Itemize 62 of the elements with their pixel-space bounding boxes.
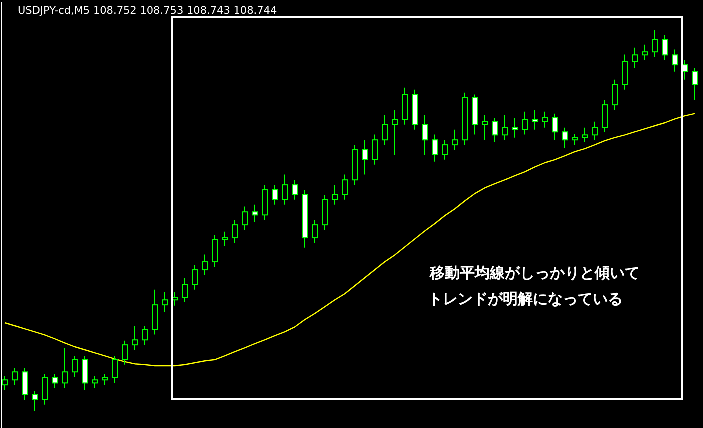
title: USDJPY-cd,M5 108.752 108.753 108.743 108.744 xyxy=(18,5,278,17)
candlestick xyxy=(432,134,438,162)
candlestick xyxy=(22,367,28,400)
candlestick xyxy=(652,30,658,58)
candlestick xyxy=(52,374,58,389)
candlestick xyxy=(592,121,598,141)
candlestick xyxy=(572,134,578,146)
candlestick xyxy=(342,174,348,200)
candlestick xyxy=(202,254,208,276)
candlestick xyxy=(382,114,388,146)
candlestick xyxy=(112,356,118,384)
candlestick xyxy=(562,127,568,149)
candlestick xyxy=(532,110,538,130)
candlestick xyxy=(192,264,198,290)
candlestick xyxy=(242,206,248,231)
candlestick xyxy=(552,113,558,141)
candlestick xyxy=(362,140,368,176)
candlestick xyxy=(102,374,108,386)
candlestick xyxy=(272,184,278,206)
candlestick xyxy=(2,375,8,391)
annotation: 移動平均線がしっかりと傾いて xyxy=(430,264,640,282)
candlestick xyxy=(642,44,648,61)
candlestick xyxy=(582,127,588,143)
candlestick xyxy=(82,356,88,391)
candlestick xyxy=(312,220,318,244)
candlestick xyxy=(482,114,488,141)
candlestick xyxy=(492,118,498,143)
candlestick xyxy=(212,234,218,268)
candlestick xyxy=(672,49,678,72)
candlestick xyxy=(162,292,168,312)
candlestick xyxy=(612,79,618,111)
candlestick xyxy=(542,111,548,128)
candlestick xyxy=(122,340,128,366)
candlestick xyxy=(142,326,148,346)
candlestick xyxy=(452,129,458,151)
candlestick xyxy=(512,118,518,138)
candlestick xyxy=(692,68,698,101)
candlestick xyxy=(282,174,288,206)
candlestick xyxy=(62,348,68,389)
candlestick xyxy=(292,180,298,200)
candlestick xyxy=(32,390,38,412)
candlestick xyxy=(522,111,528,136)
candlestick xyxy=(602,100,608,133)
candlestick xyxy=(422,114,428,156)
annotation: トレンドが明解になっている xyxy=(428,290,623,308)
candlestick xyxy=(632,47,638,69)
candlestick xyxy=(42,374,48,406)
candlestick xyxy=(232,220,238,244)
candlestick xyxy=(222,231,228,247)
candlestick xyxy=(442,140,448,160)
candlestick xyxy=(252,204,258,223)
candlestick xyxy=(622,54,628,90)
candlestick xyxy=(662,34,668,61)
candlestick xyxy=(72,356,78,378)
candlestick xyxy=(182,278,188,303)
candlestick xyxy=(372,134,378,166)
candlestick xyxy=(132,326,138,351)
candlestick xyxy=(92,375,98,389)
candlestick xyxy=(332,184,338,206)
candlestick xyxy=(392,110,398,156)
candlestick xyxy=(502,114,508,141)
candlestick xyxy=(12,367,18,386)
